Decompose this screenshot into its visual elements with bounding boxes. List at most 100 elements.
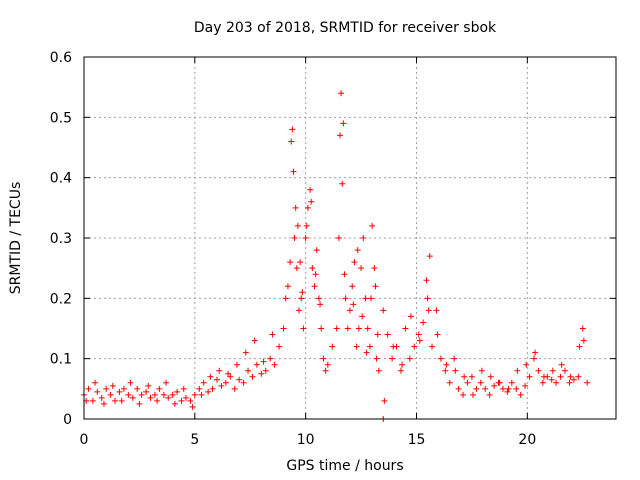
data-point (92, 379, 99, 386)
y-tick-label: 0.3 (50, 231, 72, 247)
data-point (129, 394, 136, 401)
data-point (353, 343, 360, 350)
data-point (180, 385, 187, 392)
y-tick-label: 0.1 (50, 352, 72, 368)
data-point (218, 382, 225, 389)
data-point (486, 391, 493, 398)
x-tick-label: 0 (80, 432, 89, 448)
data-point (434, 331, 441, 338)
data-point (491, 382, 498, 389)
data-point (253, 361, 260, 368)
data-point (269, 331, 276, 338)
data-point (125, 391, 132, 398)
data-point (339, 180, 346, 187)
grid-lines (84, 57, 616, 419)
data-point (487, 373, 494, 380)
data-point (505, 385, 512, 392)
data-point (337, 132, 344, 139)
data-point (415, 331, 422, 338)
data-point (584, 379, 591, 386)
data-point (178, 397, 185, 404)
data-point (100, 400, 107, 407)
data-point (580, 337, 587, 344)
data-point (112, 397, 119, 404)
data-point (407, 313, 414, 320)
data-point (308, 198, 315, 205)
data-point (380, 307, 387, 314)
data-point (134, 385, 141, 392)
data-point (233, 361, 240, 368)
data-point (482, 385, 489, 392)
data-point (267, 355, 274, 362)
data-point (320, 355, 327, 362)
data-point (198, 391, 205, 398)
data-point (341, 271, 348, 278)
y-tick-label: 0 (63, 412, 72, 428)
data-point (94, 388, 101, 395)
data-point (187, 397, 194, 404)
data-point (118, 397, 125, 404)
data-point (411, 343, 418, 350)
x-tick-label: 15 (408, 432, 426, 448)
data-point (174, 388, 181, 395)
data-point (284, 283, 291, 290)
data-point (443, 361, 450, 368)
data-point (504, 388, 511, 395)
data-point (291, 235, 298, 241)
data-point (566, 379, 573, 386)
data-point (372, 283, 379, 290)
data-point (191, 391, 198, 398)
data-point (562, 367, 569, 374)
data-point (209, 385, 216, 392)
data-point (397, 367, 404, 374)
data-point (205, 388, 212, 395)
data-point (300, 325, 307, 332)
data-point (442, 367, 449, 374)
data-point (526, 373, 533, 380)
data-point (389, 355, 396, 362)
data-point (508, 379, 515, 386)
data-point (333, 325, 340, 332)
data-point (373, 355, 380, 362)
data-point (473, 385, 480, 392)
data-point (375, 367, 382, 374)
data-point (189, 403, 196, 410)
data-point (309, 265, 316, 272)
data-point (227, 373, 234, 380)
data-point (107, 391, 114, 398)
y-tick-label: 0.2 (50, 291, 72, 307)
data-point (461, 373, 468, 380)
data-point (245, 367, 252, 374)
data-point (231, 385, 238, 392)
data-point (89, 397, 96, 404)
data-point (271, 361, 278, 368)
data-point (363, 349, 370, 356)
data-point (276, 343, 283, 350)
data-point (317, 301, 324, 308)
data-point (240, 379, 247, 386)
data-point (579, 325, 586, 332)
data-point (299, 289, 306, 296)
data-point (251, 337, 258, 344)
data-point (575, 373, 582, 380)
data-point (196, 385, 203, 392)
plot-frame (83, 56, 617, 420)
x-axis-label: GPS time / hours (286, 458, 403, 474)
data-point (426, 253, 433, 260)
data-point (344, 325, 351, 332)
data-point (381, 397, 388, 404)
data-point (143, 388, 150, 395)
data-point (311, 283, 318, 290)
data-point (360, 235, 367, 241)
data-points (81, 90, 591, 422)
y-tick-label: 0.5 (50, 110, 72, 126)
data-point (116, 388, 123, 395)
x-tick-label: 20 (518, 432, 536, 448)
data-point (451, 355, 458, 362)
data-point (523, 361, 530, 368)
data-point (351, 259, 358, 266)
data-point (103, 385, 110, 392)
data-point (429, 343, 436, 350)
data-point (280, 325, 287, 332)
data-point (416, 337, 423, 344)
